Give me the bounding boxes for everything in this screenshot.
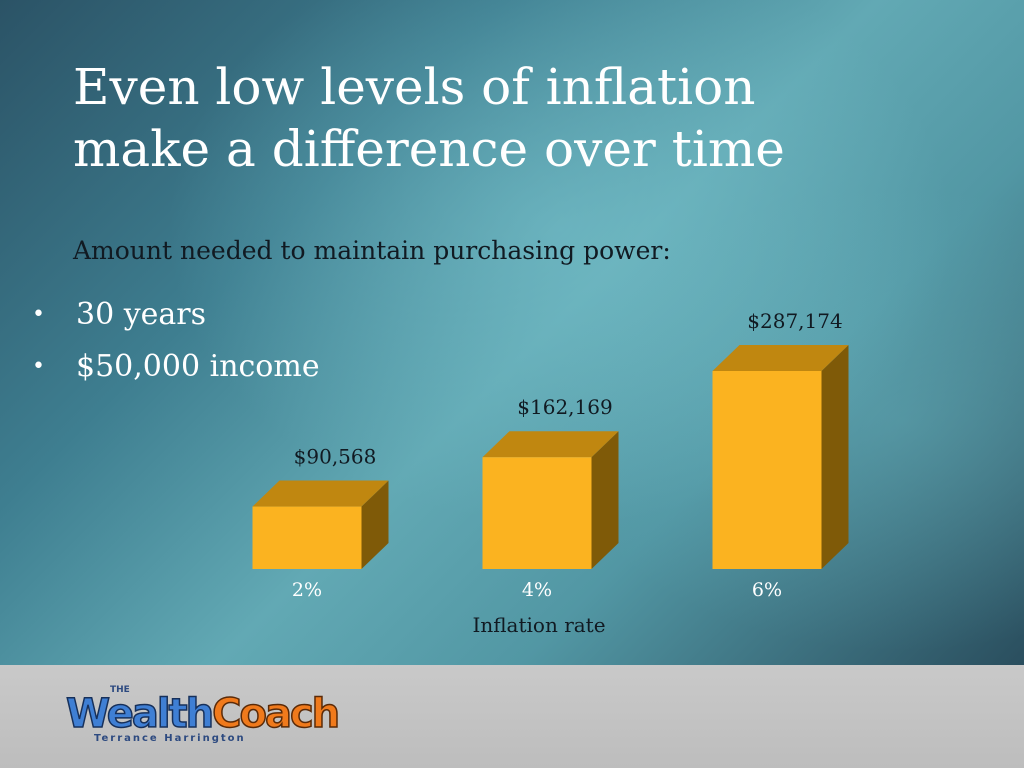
x-axis-label: Inflation rate [472, 613, 605, 637]
bullet-list: • 30 years • $50,000 income [28, 288, 320, 392]
bullet-dot-icon: • [32, 353, 45, 379]
logo-the-text: THE [110, 685, 130, 695]
data-label: $90,568 [294, 445, 377, 469]
title-line-2: make a difference over time [73, 120, 785, 178]
x-tick-label: 6% [752, 579, 782, 601]
bar-front-face [482, 457, 592, 569]
bar-chart: $90,568 $162,169 $287,174 2% 4% 6% Inflation… [252, 309, 849, 637]
chart-data-labels: $90,568 $162,169 $287,174 [294, 309, 843, 469]
bullet-item-years: • 30 years [28, 288, 320, 340]
x-tick-label: 4% [522, 579, 552, 601]
bar-4pct [482, 431, 619, 569]
footer-bar [0, 665, 1024, 768]
bar-top-face [482, 431, 619, 458]
logo-word-coach: Coach [211, 690, 341, 738]
bar-6pct [712, 345, 849, 569]
bullet-dot-icon: • [32, 301, 45, 327]
bar-side-face [361, 480, 389, 569]
bar-front-face [252, 506, 362, 569]
logo-wordmark: WealthCoach [65, 690, 341, 738]
bar-top-face [712, 345, 849, 371]
chart-bars [252, 345, 849, 569]
logo-subtitle: Terrance Harrington [94, 733, 246, 744]
bullet-text: $50,000 income [76, 348, 320, 384]
data-label: $162,169 [517, 395, 612, 419]
wealth-coach-logo: THE WealthCoach Terrance Harrington [65, 685, 366, 747]
x-tick-label: 2% [292, 579, 322, 601]
chart-subtitle: Amount needed to maintain purchasing pow… [73, 236, 671, 265]
title-line-1: Even low levels of inflation [73, 58, 756, 116]
slide-title: Even low levels of inflation make a diff… [73, 56, 973, 180]
bar-side-face [821, 345, 849, 569]
bar-front-face [712, 371, 822, 569]
bar-2pct [252, 480, 389, 569]
bar-top-face [252, 480, 389, 507]
chart-x-tick-labels: 2% 4% 6% [292, 579, 782, 601]
bar-side-face [591, 431, 619, 569]
logo-word-wealth: Wealth [65, 690, 215, 738]
bullet-item-income: • $50,000 income [28, 340, 320, 392]
bullet-text: 30 years [76, 296, 207, 332]
data-label: $287,174 [747, 309, 842, 333]
